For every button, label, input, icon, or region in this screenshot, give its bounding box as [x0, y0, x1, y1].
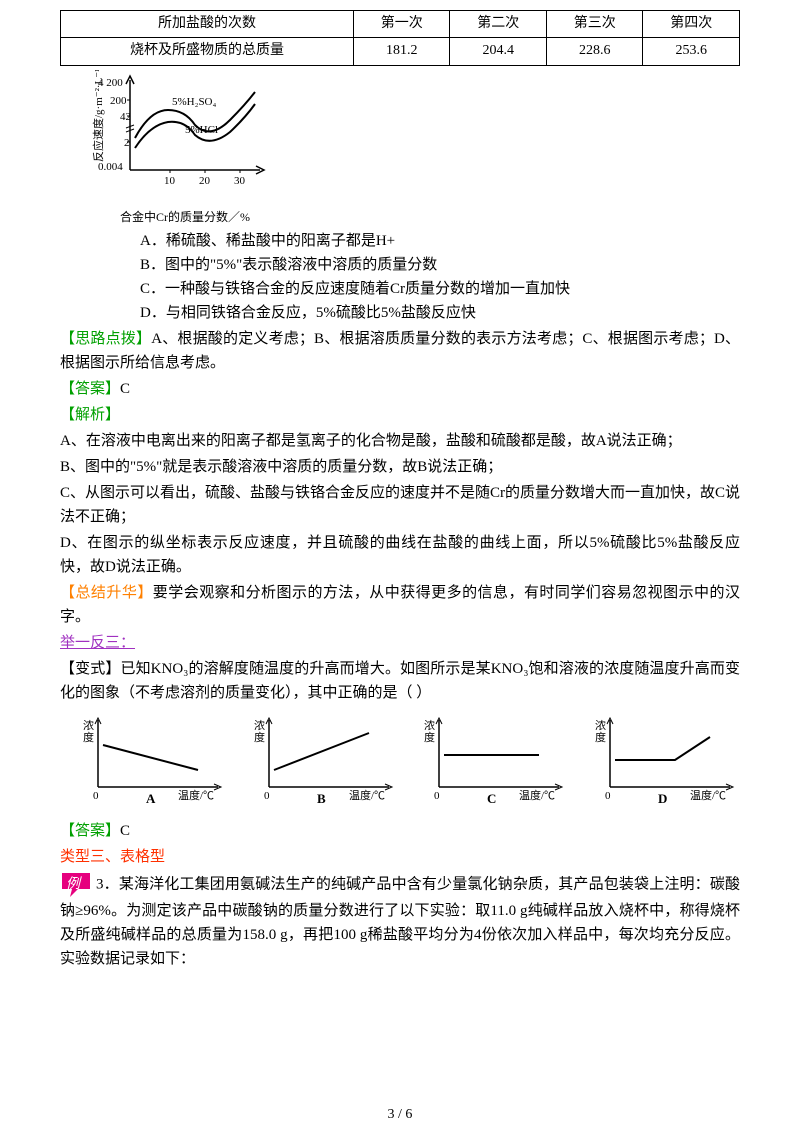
answer-text: C	[120, 381, 130, 397]
reaction-speed-chart: 4 200 200 42 2 0.004 10 20 30 5%H₂SO₄ 5%…	[90, 70, 740, 227]
example3-num: 3．	[96, 876, 119, 892]
variant-header: 举一反三：	[60, 631, 740, 655]
analysis-c: C、从图示可以看出，硫酸、盐酸与铁铬合金反应的速度并不是随Cr的质量分数增大而一…	[60, 481, 740, 529]
svg-text:温度/℃: 温度/℃	[690, 788, 726, 802]
hint-label: 【思路点拨】	[60, 331, 151, 347]
summary-text: 要学会观察和分析图示的方法，从中获得更多的信息，有时同学们容易忽视图示中的汉字。	[60, 585, 740, 625]
example3-para: 例 3．某海洋化工集团用氨碱法生产的纯碱产品中含有少量氯化钠杂质，其产品包装袋上…	[60, 871, 740, 971]
svg-text:浓: 浓	[424, 719, 435, 732]
svg-text:0: 0	[605, 790, 611, 802]
svg-text:200: 200	[110, 95, 127, 107]
svg-text:温度/℃: 温度/℃	[178, 788, 214, 802]
variant-para: 【变式】已知KNO₃的溶解度随温度的升高而增大。如图所示是某KNO₃饱和溶液的浓…	[60, 657, 740, 705]
svg-text:度: 度	[424, 730, 435, 744]
type3-para: 类型三、表格型	[60, 845, 740, 869]
svg-text:5%HCl: 5%HCl	[185, 124, 218, 136]
option-a-text: A．稀硫酸、稀盐酸中的阳离子都是H+	[140, 233, 395, 249]
svg-text:D: D	[658, 791, 667, 805]
svg-text:B: B	[317, 791, 326, 805]
answer2-para: 【答案】C	[60, 819, 740, 843]
option-a: A．稀硫酸、稀盐酸中的阳离子都是H+	[140, 229, 740, 253]
example-badge-icon: 例	[60, 871, 94, 899]
svg-text:浓: 浓	[83, 719, 94, 732]
variant-header-text: 举一反三：	[60, 635, 135, 651]
svg-text:0: 0	[264, 790, 270, 802]
svg-text:10: 10	[164, 175, 176, 187]
option-b: B．图中的"5%"表示酸溶液中溶质的质量分数	[140, 253, 740, 277]
answer2-text: C	[120, 823, 130, 839]
type3-label: 类型三、表格型	[60, 849, 165, 865]
th-3: 第三次	[546, 11, 642, 38]
hint-para: 【思路点拨】A、根据酸的定义考虑；B、根据溶质质量分数的表示方法考虑；C、根据图…	[60, 327, 740, 375]
page-footer: 3 / 6	[0, 1104, 800, 1126]
mini-chart-b: 浓 度 0 温度/℃ B	[249, 715, 399, 813]
table-header-row: 所加盐酸的次数 第一次 第二次 第三次 第四次	[61, 11, 740, 38]
svg-text:反应速度/g·m⁻²·L⁻¹: 反应速度/g·m⁻²·L⁻¹	[91, 70, 105, 162]
chart1-xlabel: 合金中Cr的质量分数／%	[120, 208, 740, 227]
cell-3: 228.6	[546, 38, 642, 65]
table-row: 烧杯及所盛物质的总质量 181.2 204.4 228.6 253.6	[61, 38, 740, 65]
svg-text:A: A	[146, 791, 156, 805]
answer2-label: 【答案】	[60, 823, 120, 839]
variant-text: 已知KNO₃的溶解度随温度的升高而增大。如图所示是某KNO₃饱和溶液的浓度随温度…	[60, 661, 740, 701]
option-d: D．与相同铁铬合金反应，5%硫酸比5%盐酸反应快	[140, 301, 740, 325]
cell-1: 181.2	[354, 38, 450, 65]
mini-chart-c: 浓 度 0 温度/℃ C	[419, 715, 569, 813]
answer-label: 【答案】	[60, 381, 120, 397]
variant-label: 【变式】	[60, 661, 120, 677]
analysis-a: A、在溶液中电离出来的阳离子都是氢离子的化合物是酸，盐酸和硫酸都是酸，故A说法正…	[60, 429, 740, 453]
svg-text:温度/℃: 温度/℃	[519, 788, 555, 802]
example-badge-text: 例	[66, 874, 80, 896]
svg-text:度: 度	[83, 730, 94, 744]
svg-text:度: 度	[254, 730, 265, 744]
svg-text:2: 2	[124, 137, 130, 149]
row-label: 烧杯及所盛物质的总质量	[61, 38, 354, 65]
mini-chart-a: 浓 度 0 温度/℃ A	[78, 715, 228, 813]
answer-para: 【答案】C	[60, 377, 740, 401]
th-1: 第一次	[354, 11, 450, 38]
example3-text: 某海洋化工集团用氨碱法生产的纯碱产品中含有少量氯化钠杂质，其产品包装袋上注明：碳…	[60, 876, 740, 967]
page: 所加盐酸的次数 第一次 第二次 第三次 第四次 烧杯及所盛物质的总质量 181.…	[0, 0, 800, 1132]
th-0: 所加盐酸的次数	[61, 11, 354, 38]
cell-2: 204.4	[450, 38, 546, 65]
analysis-b: B、图中的"5%"就是表示酸溶液中溶质的质量分数，故B说法正确；	[60, 455, 740, 479]
th-4: 第四次	[643, 11, 740, 38]
hint-text: A、根据酸的定义考虑；B、根据溶质质量分数的表示方法考虑；C、根据图示考虑；D、…	[60, 331, 740, 371]
svg-text:温度/℃: 温度/℃	[349, 788, 385, 802]
svg-text:20: 20	[199, 175, 211, 187]
option-c: C．一种酸与铁铬合金的反应速度随着Cr质量分数的增加一直加快	[140, 277, 740, 301]
svg-text:5%H₂SO₄: 5%H₂SO₄	[172, 96, 217, 108]
analysis-label: 【解析】	[60, 407, 120, 423]
mini-chart-row: 浓 度 0 温度/℃ A 浓 度 0 温度/℃ B	[78, 715, 740, 813]
options-list: A．稀硫酸、稀盐酸中的阳离子都是H+ B．图中的"5%"表示酸溶液中溶质的质量分…	[140, 229, 740, 325]
svg-text:0: 0	[93, 790, 99, 802]
data-table: 所加盐酸的次数 第一次 第二次 第三次 第四次 烧杯及所盛物质的总质量 181.…	[60, 10, 740, 66]
summary-label: 【总结升华】	[60, 585, 153, 601]
svg-text:30: 30	[234, 175, 246, 187]
cell-4: 253.6	[643, 38, 740, 65]
mini-chart-d: 浓 度 0 温度/℃ D	[590, 715, 740, 813]
svg-text:浓: 浓	[254, 719, 265, 732]
svg-text:42: 42	[120, 111, 131, 123]
svg-text:浓: 浓	[595, 719, 606, 732]
summary-para: 【总结升华】要学会观察和分析图示的方法，从中获得更多的信息，有时同学们容易忽视图…	[60, 581, 740, 629]
analysis-label-line: 【解析】	[60, 403, 740, 427]
svg-text:度: 度	[595, 730, 606, 744]
svg-text:0: 0	[434, 790, 440, 802]
th-2: 第二次	[450, 11, 546, 38]
analysis-d: D、在图示的纵坐标表示反应速度，并且硫酸的曲线在盐酸的曲线上面，所以5%硫酸比5…	[60, 531, 740, 579]
svg-text:C: C	[487, 791, 496, 805]
